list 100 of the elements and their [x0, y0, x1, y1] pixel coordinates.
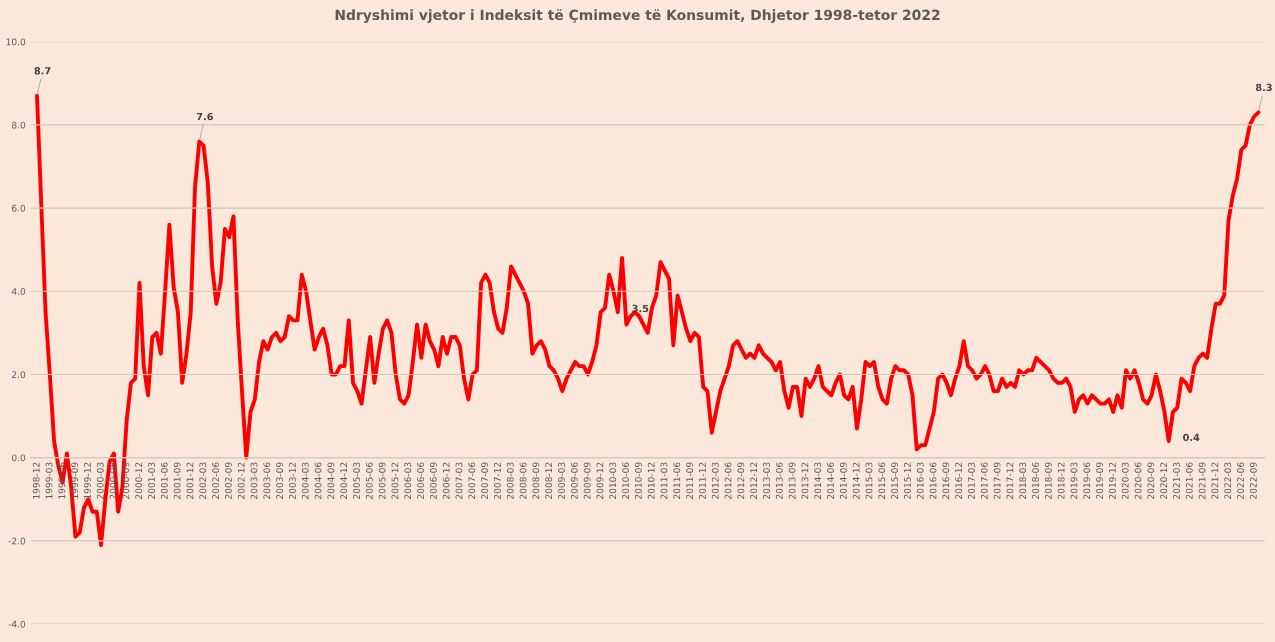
x-tick-label: 2013-12	[801, 462, 809, 499]
x-tick-label: 2016-12	[955, 462, 963, 499]
x-tick-label: 2005-03	[353, 462, 360, 499]
x-tick-label: 2014-12	[852, 462, 860, 499]
x-tick-label: 2000-03	[96, 462, 104, 499]
data-label: 8.7	[34, 67, 51, 75]
data-label: 3.5	[632, 304, 649, 313]
x-tick-label: 2010-12	[647, 462, 655, 499]
x-tick-label: 2000-09	[122, 462, 130, 499]
x-tick-label: 2015-06	[878, 462, 886, 499]
x-tick-label: 2022-03	[1224, 462, 1232, 499]
y-tick-label: 2.0	[12, 371, 26, 379]
x-tick-label: 2007-03	[455, 462, 463, 499]
x-tick-label: 2009-12	[596, 462, 604, 499]
x-tick-label: 1999-12	[84, 462, 91, 499]
x-tick-label: 2010-09	[634, 462, 642, 499]
x-tick-label: 2000-06	[109, 462, 117, 499]
data-label: 0.4	[1183, 433, 1200, 442]
x-tick-label: 2021-03	[1173, 462, 1180, 499]
x-tick-label: 2018-09	[1044, 462, 1052, 499]
x-tick-label: 2003-03	[250, 462, 258, 499]
x-tick-label: 2014-06	[827, 462, 834, 499]
x-tick-label: 2021-09	[1198, 462, 1206, 499]
x-tick-label: 2012-12	[750, 462, 758, 499]
x-tick-label: 2018-06	[1032, 462, 1039, 499]
x-tick-label: 2009-09	[583, 462, 591, 499]
x-tick-label: 2015-03	[865, 462, 873, 499]
x-tick-label: 2018-03	[1019, 462, 1027, 499]
x-tick-label: 2005-09	[378, 462, 386, 499]
x-tick-label: 2006-06	[417, 462, 424, 499]
x-tick-label: 2017-09	[993, 462, 1001, 499]
x-tick-label: 1998-12	[32, 462, 40, 499]
x-tick-label: 2012-06	[724, 462, 732, 499]
x-tick-label: 2017-03	[968, 462, 975, 499]
x-tick-label: 2006-03	[404, 462, 412, 499]
x-tick-label: 2016-09	[942, 462, 950, 499]
data-label: 7.6	[196, 112, 213, 121]
x-tick-label: 2020-06	[1134, 462, 1142, 499]
x-tick-label: 2011-12	[699, 462, 706, 499]
x-tick-label: 2014-09	[839, 462, 847, 499]
x-tick-label: 2001-09	[173, 462, 181, 499]
x-tick-label: 2014-03	[814, 462, 822, 499]
x-tick-label: 2015-12	[904, 462, 911, 499]
y-tick-label: 8.0	[11, 121, 26, 129]
x-tick-label: 2007-12	[494, 462, 501, 499]
x-tick-label: 2018-12	[1057, 462, 1065, 499]
x-tick-label: 2004-06	[314, 462, 322, 499]
x-tick-label: 2013-09	[788, 462, 796, 499]
x-tick-label: 2002-06	[212, 462, 219, 499]
x-tick-label: 2008-06	[519, 462, 527, 499]
x-tick-label: 2012-03	[711, 462, 719, 499]
x-tick-label: 2005-12	[391, 462, 399, 499]
x-tick-label: 2002-09	[224, 462, 232, 499]
x-tick-label: 2005-06	[365, 462, 373, 499]
x-tick-label: 2002-12	[237, 462, 245, 499]
x-tick-label: 2012-09	[737, 462, 745, 499]
x-tick-label: 2008-03	[506, 462, 514, 499]
x-tick-label: 2019-09	[1096, 462, 1103, 499]
y-tick-label: -2.0	[8, 537, 26, 545]
y-tick-label: 0.0	[11, 454, 26, 462]
x-tick-label: 2013-03	[763, 462, 770, 499]
x-tick-label: 2020-03	[1121, 462, 1129, 499]
y-tick-label: 10.0	[6, 38, 26, 46]
x-tick-label: 2020-09	[1147, 462, 1155, 499]
x-tick-label: 2022-09	[1249, 462, 1257, 499]
x-tick-label: 2011-03	[660, 462, 668, 499]
x-tick-label: 2007-06	[468, 462, 476, 499]
data-label: 8.3	[1255, 83, 1272, 92]
x-tick-label: 2004-12	[340, 462, 348, 499]
x-tick-label: 2002-03	[199, 462, 207, 499]
y-tick-label: 6.0	[12, 204, 26, 212]
x-tick-label: 2015-09	[891, 462, 899, 499]
y-tick-label: -4.0	[8, 620, 26, 628]
x-tick-label: 2009-03	[558, 462, 565, 499]
x-tick-label: 2017-06	[980, 462, 988, 499]
x-tick-label: 2011-09	[686, 462, 694, 499]
x-tick-label: 2008-09	[532, 462, 540, 499]
x-tick-label: 2008-12	[545, 462, 553, 499]
x-tick-label: 2017-12	[1006, 462, 1014, 499]
x-tick-label: 2001-03	[148, 462, 155, 499]
x-tick-label: 2019-03	[1070, 462, 1078, 499]
x-tick-label: 2013-06	[775, 462, 783, 499]
x-tick-label: 1999-09	[71, 462, 79, 499]
x-tick-label: 2010-03	[609, 462, 617, 499]
x-tick-label: 2016-03	[916, 462, 924, 499]
x-tick-label: 2001-06	[160, 462, 168, 499]
x-tick-label: 2009-06	[570, 462, 578, 499]
x-tick-label: 2021-06	[1185, 462, 1193, 499]
x-tick-label: 2003-06	[263, 462, 271, 499]
x-tick-label: 2003-12	[289, 462, 296, 499]
x-tick-label: 2021-12	[1211, 462, 1219, 499]
x-tick-label: 2001-12	[186, 462, 194, 499]
x-tick-label: 1999-06	[58, 462, 66, 499]
x-tick-label: 2006-12	[442, 462, 450, 499]
x-tick-label: 2022-06	[1237, 462, 1244, 499]
x-tick-label: 2000-12	[135, 462, 143, 499]
x-tick-label: 2019-06	[1083, 462, 1091, 499]
y-tick-label: 4.0	[11, 288, 26, 295]
x-tick-label: 2019-12	[1108, 462, 1116, 499]
x-tick-label: 2011-06	[673, 462, 681, 499]
